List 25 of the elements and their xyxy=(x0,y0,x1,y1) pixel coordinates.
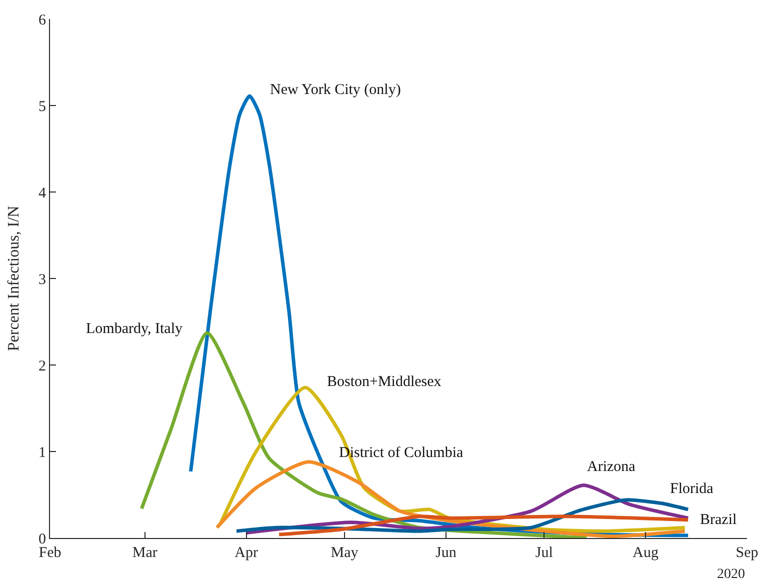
y-tick-label: 6 xyxy=(38,12,46,28)
y-tick-label: 2 xyxy=(38,358,46,374)
x-tick-label: Jul xyxy=(535,545,553,561)
line-series xyxy=(277,514,690,536)
series-label: Lombardy, Italy xyxy=(86,321,183,337)
series-label: Arizona xyxy=(587,459,636,475)
y-axis-title: Percent Infectious, I/N xyxy=(5,205,22,352)
series-label: Florida xyxy=(670,481,714,497)
x-tick-label: Mar xyxy=(132,545,158,561)
x-tick-label: May xyxy=(330,545,359,561)
series-label: Boston+Middlesex xyxy=(327,374,442,390)
series-label: Brazil xyxy=(700,512,737,528)
y-tick-label: 4 xyxy=(38,185,46,202)
y-tick-label: 5 xyxy=(38,98,46,115)
x-tick-label: Aug xyxy=(632,545,659,561)
line-series xyxy=(234,498,690,533)
x-tick-label: Jun xyxy=(436,545,457,561)
x-tick-label: Sep xyxy=(736,545,758,561)
series-label: New York City (only) xyxy=(270,82,401,98)
x-tick-label: Apr xyxy=(234,545,258,561)
y-tick-label: 1 xyxy=(38,444,46,461)
y-tick-label: 3 xyxy=(38,272,46,288)
y-tick-label: 0 xyxy=(38,531,46,548)
x-tick-label: Feb xyxy=(38,545,62,561)
text: 2020 xyxy=(717,567,745,582)
